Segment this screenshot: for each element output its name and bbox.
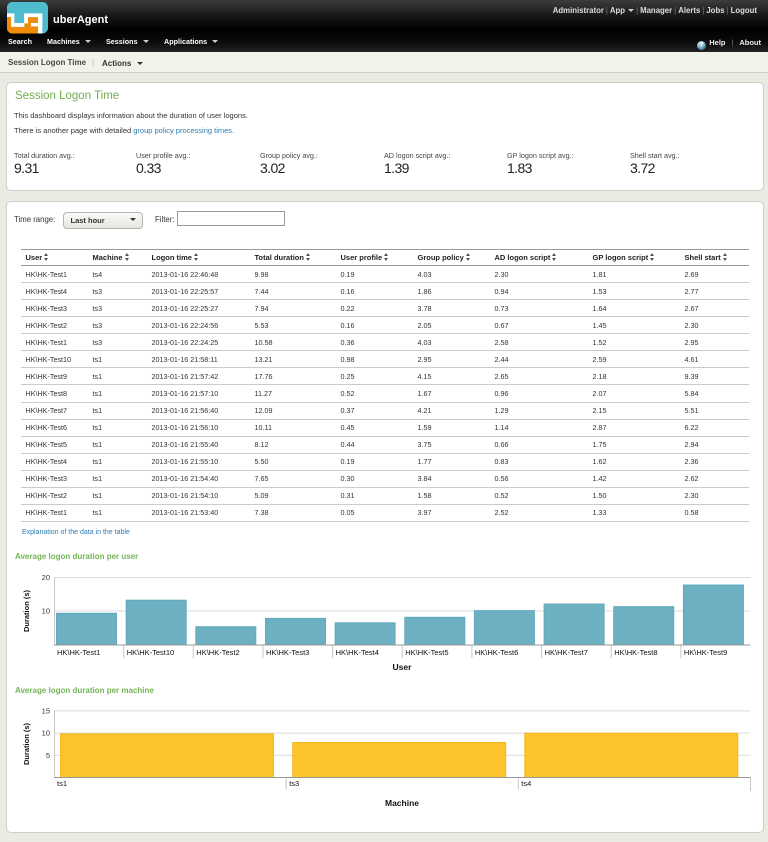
- svg-text:HK\HK-Test5: HK\HK-Test5: [405, 648, 448, 657]
- svg-text:HK\HK-Test9: HK\HK-Test9: [684, 648, 727, 657]
- svg-text:HK\HK-Test10: HK\HK-Test10: [127, 648, 175, 657]
- svg-text:ts4: ts4: [521, 779, 531, 788]
- svg-text:HK\HK-Test7: HK\HK-Test7: [545, 648, 588, 657]
- svg-text:HK\HK-Test2: HK\HK-Test2: [196, 648, 239, 657]
- svg-text:Duration (s): Duration (s): [22, 722, 31, 765]
- svg-text:HK\HK-Test3: HK\HK-Test3: [266, 648, 309, 657]
- svg-text:HK\HK-Test1: HK\HK-Test1: [57, 648, 100, 657]
- svg-text:5: 5: [46, 751, 50, 760]
- svg-text:10: 10: [42, 607, 50, 616]
- svg-text:Machine: Machine: [385, 798, 419, 808]
- svg-text:HK\HK-Test6: HK\HK-Test6: [475, 648, 518, 657]
- svg-text:Duration (s): Duration (s): [22, 589, 31, 632]
- svg-text:10: 10: [42, 729, 50, 738]
- svg-text:HK\HK-Test8: HK\HK-Test8: [614, 648, 657, 657]
- svg-text:ts1: ts1: [57, 779, 67, 788]
- svg-text:20: 20: [42, 573, 50, 582]
- svg-text:HK\HK-Test4: HK\HK-Test4: [336, 648, 379, 657]
- svg-text:15: 15: [42, 706, 50, 715]
- svg-text:User: User: [393, 662, 413, 672]
- svg-text:ts3: ts3: [289, 779, 299, 788]
